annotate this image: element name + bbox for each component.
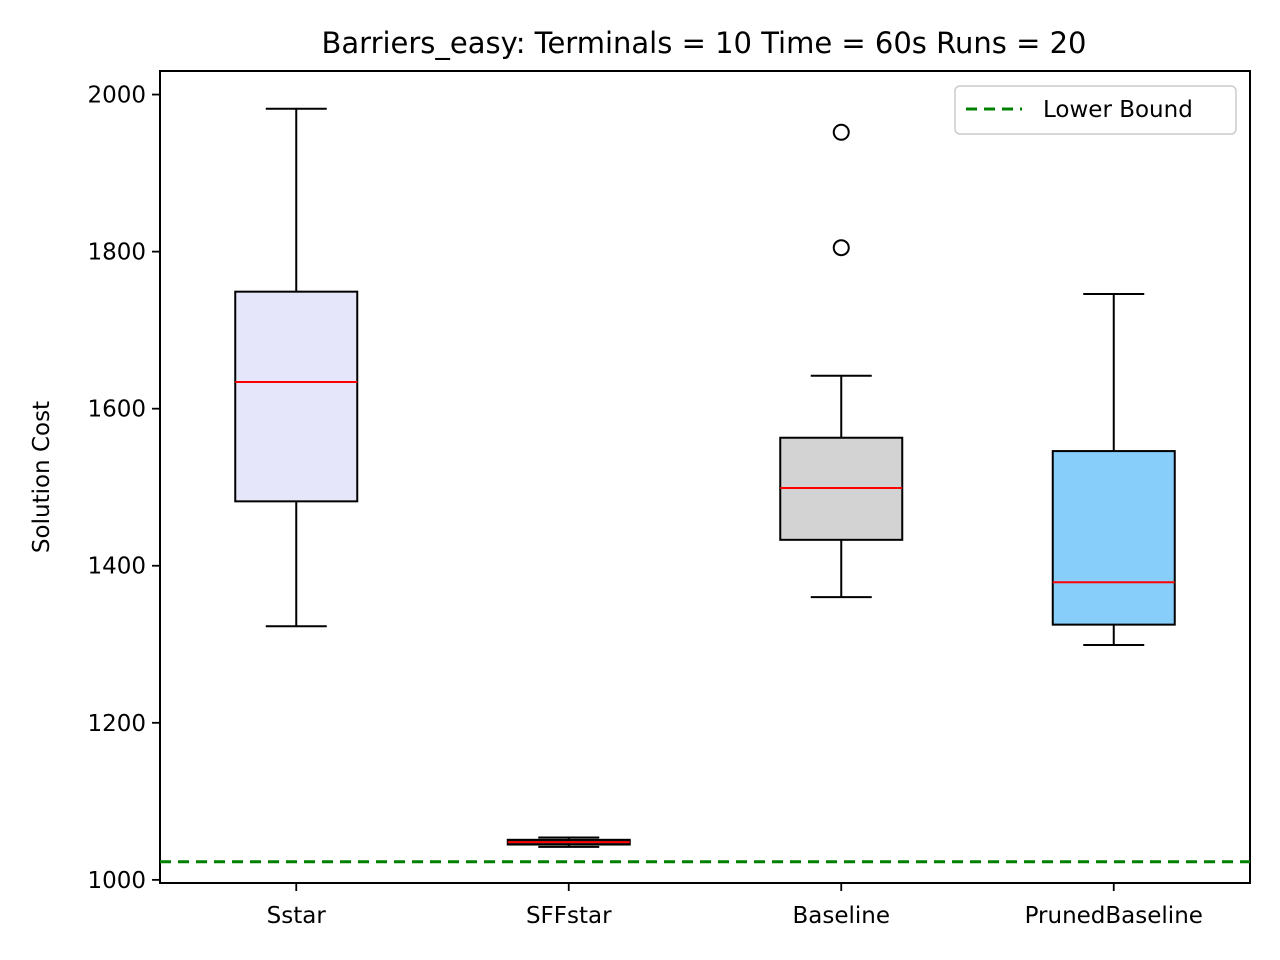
chart-title: Barriers_easy: Terminals = 10 Time = 60s…	[321, 26, 1086, 60]
y-tick-label: 1200	[87, 711, 146, 737]
plot-layer: 1000 1200 1400 1600 1800 2000 Sstar SFFstar Base…	[87, 70, 1251, 929]
y-tick-label: 2000	[87, 83, 146, 109]
y-tick-label: 1800	[87, 240, 146, 266]
legend-label-lower-bound: Lower Bound	[1043, 97, 1193, 123]
box-prunedbaseline	[1051, 450, 1176, 626]
legend-box	[954, 85, 1237, 135]
box-sstar	[234, 290, 359, 503]
y-tick-label: 1400	[87, 554, 146, 580]
x-tick-label: Sstar	[267, 903, 327, 929]
y-tick-label: 1000	[87, 868, 146, 894]
y-tick-label: 1600	[87, 397, 146, 423]
x-tick-label: PrunedBaseline	[1025, 903, 1203, 929]
x-tick-label: SFFstar	[526, 903, 612, 929]
outlier-point	[832, 123, 850, 141]
y-axis-label: Solution Cost	[29, 401, 55, 553]
plot-frame	[159, 70, 1251, 884]
x-tick-label: Baseline	[792, 903, 890, 929]
outlier-point	[832, 239, 850, 257]
legend: Lower Bound	[954, 85, 1237, 135]
